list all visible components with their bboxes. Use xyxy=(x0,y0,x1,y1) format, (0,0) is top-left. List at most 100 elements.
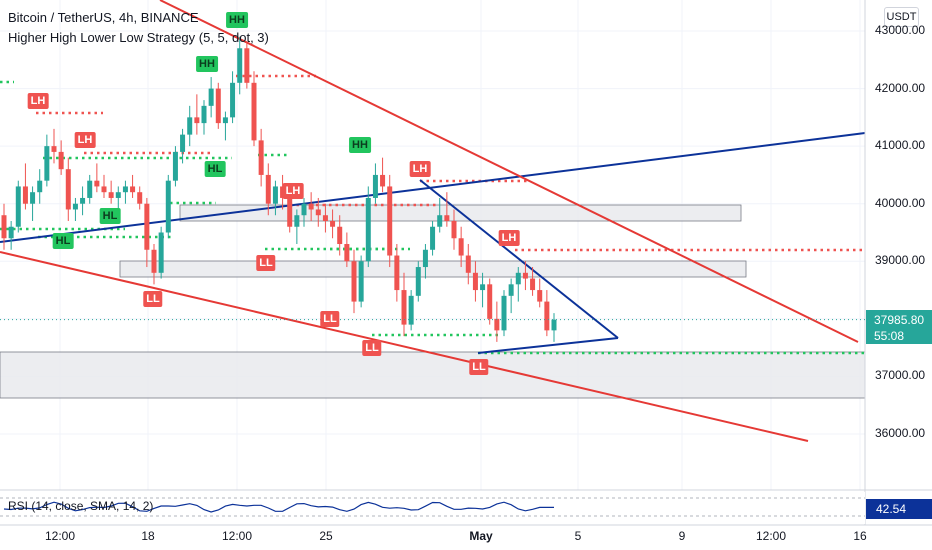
support-resistance-zone xyxy=(119,260,747,278)
candle-body xyxy=(351,261,357,302)
candle-body xyxy=(451,220,457,239)
candle-body xyxy=(22,186,28,204)
candle-body xyxy=(87,180,93,198)
candle-body xyxy=(515,272,521,285)
candle-body xyxy=(237,48,243,83)
candle-body xyxy=(72,203,78,210)
rsi-value-badge: 42.54 xyxy=(866,499,932,519)
y-tick-label: 36000.00 xyxy=(875,426,926,440)
candle-body xyxy=(151,249,157,273)
candle-body xyxy=(487,284,493,319)
axes xyxy=(0,0,932,526)
pivot-tag-lh: LH xyxy=(409,161,431,177)
candle-body xyxy=(308,203,314,210)
pivot-tag-hh: HH xyxy=(349,137,371,153)
candle-body xyxy=(58,151,64,170)
triangle-lower-line xyxy=(477,337,619,354)
candle-body xyxy=(301,203,307,216)
candle-body xyxy=(80,197,86,204)
pivot-tag-ll: LL xyxy=(256,255,276,271)
pivot-tag-hl: HL xyxy=(99,208,121,224)
candle-body xyxy=(287,197,293,227)
x-tick-label: May xyxy=(469,529,493,543)
candle-body xyxy=(322,215,328,221)
candle-body xyxy=(501,295,507,331)
candle-body xyxy=(65,169,71,210)
pivot-tag-ll: LL xyxy=(469,359,489,375)
candle-body xyxy=(15,186,21,227)
candle-body xyxy=(415,267,421,296)
pivot-tag-ll: LL xyxy=(362,340,382,356)
x-tick-label: 9 xyxy=(678,529,686,543)
candle-body xyxy=(465,255,471,273)
candle-body xyxy=(37,180,43,193)
candle-body xyxy=(30,192,36,204)
candle-body xyxy=(180,134,186,152)
candle-body xyxy=(394,255,400,291)
symbol-title[interactable]: Bitcoin / TetherUS, 4h, BINANCE xyxy=(8,10,199,25)
pivot-tag-lh: LH xyxy=(27,93,49,109)
candle-body xyxy=(537,290,543,302)
pivot-tag-hh: HH xyxy=(196,56,218,72)
x-tick-label: 5 xyxy=(574,529,582,543)
x-tick-label: 12:00 xyxy=(755,529,787,543)
y-tick-label: 42000.00 xyxy=(875,80,926,95)
candle-body xyxy=(365,197,371,262)
candle-body xyxy=(115,192,121,198)
candle-body xyxy=(158,232,164,273)
rsi-pane xyxy=(0,492,865,524)
candle-body xyxy=(315,209,321,216)
candle-body xyxy=(258,140,264,175)
candle-body xyxy=(430,226,436,250)
x-tick-label: 25 xyxy=(319,529,333,543)
candle-body xyxy=(480,284,486,291)
pivot-tag-ll: LL xyxy=(320,311,340,327)
indicator-title[interactable]: Higher High Lower Low Strategy (5, 5, do… xyxy=(8,30,269,45)
candle-body xyxy=(230,82,236,118)
candle-body xyxy=(522,272,528,279)
pivot-tag-ll: LL xyxy=(143,291,163,307)
y-tick-label: 43000.00 xyxy=(875,23,926,37)
x-tick-label: 12:00 xyxy=(44,529,76,543)
candle-body xyxy=(272,186,278,204)
candle-body xyxy=(1,215,7,239)
candle-body xyxy=(408,295,414,325)
candle-body xyxy=(265,174,271,204)
x-tick-label: 18 xyxy=(141,529,155,543)
pivot-tag-lh: LH xyxy=(74,132,96,148)
current-price-badge: 37985.80 55:08 xyxy=(866,310,932,344)
candle-body xyxy=(344,244,350,262)
pivot-tag-lh: LH xyxy=(498,230,520,246)
candle-body xyxy=(108,192,114,198)
candle-body xyxy=(551,319,557,331)
candle-body xyxy=(222,117,228,124)
candle-body xyxy=(187,117,193,135)
rsi-legend[interactable]: RSI (14, close, SMA, 14, 2) xyxy=(8,499,154,513)
candle-body xyxy=(387,186,393,256)
candle-body xyxy=(208,88,214,106)
candle-body xyxy=(165,180,171,233)
triangle-upper-line xyxy=(419,179,619,339)
y-tick-label: 41000.00 xyxy=(875,138,926,153)
candle-body xyxy=(437,215,443,227)
currency-button[interactable]: USDT xyxy=(884,7,919,27)
candle-body xyxy=(122,186,128,193)
candle-body xyxy=(358,261,364,302)
current-price-value: 37985.80 xyxy=(874,313,925,327)
candle-body xyxy=(530,278,536,291)
candle-body xyxy=(94,180,100,187)
candle-body xyxy=(380,174,386,187)
candle-body xyxy=(372,174,378,198)
candle-body xyxy=(144,203,150,250)
candle-body xyxy=(422,249,428,268)
chart-legend: Bitcoin / TetherUS, 4h, BINANCE Higher H… xyxy=(8,8,269,48)
candle-body xyxy=(137,192,143,204)
candle-body xyxy=(458,238,464,256)
candles xyxy=(1,36,557,342)
candle-body xyxy=(544,301,550,331)
pivot-tag-hl: HL xyxy=(204,161,226,177)
trend-lines xyxy=(0,0,866,442)
candle-body xyxy=(444,215,450,221)
rsi-line xyxy=(3,501,555,513)
